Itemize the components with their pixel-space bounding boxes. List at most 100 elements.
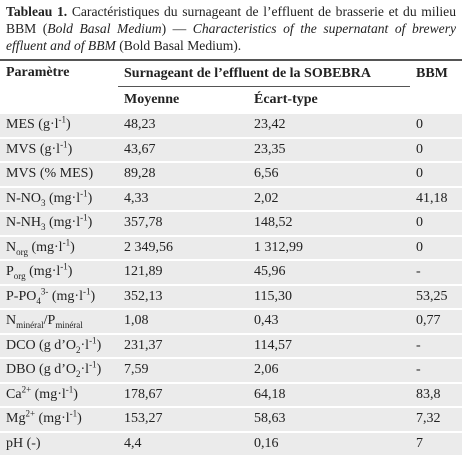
value-cell: 1,08 [118, 309, 248, 334]
parameter-text: (mg·l [26, 264, 61, 279]
value-cell: 0 [410, 162, 462, 187]
parameter-text: ) [73, 387, 78, 402]
parameter-text: Mg [6, 411, 25, 426]
value-cell: 0 [410, 236, 462, 261]
parameter-text: ) [90, 289, 95, 304]
parameter-text: -1 [63, 237, 71, 247]
parameter-text: ) [88, 191, 93, 206]
parameter-text: ) [97, 338, 102, 353]
parameter-text: DCO (g d’O [6, 338, 76, 353]
parameter-text: DBO (g d’O [6, 362, 76, 377]
caption-text: ) — [162, 21, 193, 36]
parameter-cell: DCO (g d’O2·l-1) [0, 334, 118, 359]
parameter-text: (mg·l [35, 411, 70, 426]
parameter-text: N [6, 240, 16, 255]
value-cell: 0,77 [410, 309, 462, 334]
parameter-cell: MVS (% MES) [0, 162, 118, 187]
table-caption: Tableau 1. Caractéristiques du surnagean… [0, 0, 462, 59]
value-cell: 2,02 [248, 187, 410, 212]
parameter-text: (mg·l [46, 215, 81, 230]
parameter-text: minéral [55, 320, 83, 330]
caption-label: Tableau 1. [6, 4, 67, 19]
value-cell: 0 [410, 211, 462, 236]
value-cell: 148,52 [248, 211, 410, 236]
value-cell: 114,57 [248, 334, 410, 359]
value-cell: 121,89 [118, 260, 248, 285]
parameter-text: -1 [89, 360, 97, 370]
value-cell: 64,18 [248, 383, 410, 408]
parameter-cell: Ca2+ (mg·l-1) [0, 383, 118, 408]
value-cell: 4,33 [118, 187, 248, 212]
value-cell: 352,13 [118, 285, 248, 310]
value-cell: 45,96 [248, 260, 410, 285]
value-cell: - [410, 260, 462, 285]
value-cell: 115,30 [248, 285, 410, 310]
caption-text: Bold Basal Medium [47, 21, 161, 36]
value-cell: 0 [410, 113, 462, 138]
value-cell: 41,18 [410, 187, 462, 212]
value-cell: 4,4 [118, 432, 248, 455]
parameter-text: P [6, 264, 14, 279]
parameter-text: -1 [59, 115, 67, 125]
value-cell: 7,32 [410, 407, 462, 432]
value-cell: 58,63 [248, 407, 410, 432]
value-cell: 0,43 [248, 309, 410, 334]
parameter-cell: DBO (g d’O2·l-1) [0, 358, 118, 383]
header-cell [410, 87, 462, 114]
value-cell: 0 [410, 138, 462, 163]
value-cell: 23,35 [248, 138, 410, 163]
parameter-text: ·l [81, 362, 90, 377]
parameter-text: minéral [16, 320, 44, 330]
parameter-text: P-PO [6, 289, 36, 304]
value-cell: 89,28 [118, 162, 248, 187]
parameter-text: pH (-) [6, 436, 41, 451]
header-cell: Surnageant de l’effluent de la SOBEBRA [118, 60, 410, 87]
value-cell: 2 349,56 [118, 236, 248, 261]
parameter-text: -1 [89, 335, 97, 345]
value-cell: 53,25 [410, 285, 462, 310]
parameter-text: MVS (% MES) [6, 166, 93, 181]
parameter-text: ) [68, 264, 73, 279]
parameter-text: ) [70, 240, 75, 255]
parameter-text: -1 [80, 188, 88, 198]
parameter-text: ) [77, 411, 82, 426]
value-cell: - [410, 358, 462, 383]
value-cell: 6,56 [248, 162, 410, 187]
parameter-cell: N-NO3 (mg·l-1) [0, 187, 118, 212]
header-cell: BBM [410, 60, 462, 87]
parameter-text: (mg·l [48, 289, 83, 304]
parameter-text: 2+ [22, 384, 32, 394]
value-cell: 23,42 [248, 113, 410, 138]
value-cell: 0,16 [248, 432, 410, 455]
parameter-text: ) [97, 362, 102, 377]
parameter-text: org [14, 271, 26, 281]
parameter-text: /P [44, 313, 56, 328]
value-cell: 83,8 [410, 383, 462, 408]
parameter-text: (mg·l [31, 387, 66, 402]
parameter-text: (mg·l [28, 240, 63, 255]
value-cell: 357,78 [118, 211, 248, 236]
header-cell: Écart-type [248, 87, 410, 114]
value-cell: 43,67 [118, 138, 248, 163]
parameter-cell: N-NH3 (mg·l-1) [0, 211, 118, 236]
parameter-cell: P-PO43- (mg·l-1) [0, 285, 118, 310]
parameter-cell: Mg2+ (mg·l-1) [0, 407, 118, 432]
parameter-text: org [16, 247, 28, 257]
parameter-text: N [6, 313, 16, 328]
parameter-text: Ca [6, 387, 22, 402]
parameter-text: MES (g·l [6, 117, 59, 132]
parameter-text: (mg·l [46, 191, 81, 206]
parameter-text: ) [88, 215, 93, 230]
parameter-cell: Porg (mg·l-1) [0, 260, 118, 285]
